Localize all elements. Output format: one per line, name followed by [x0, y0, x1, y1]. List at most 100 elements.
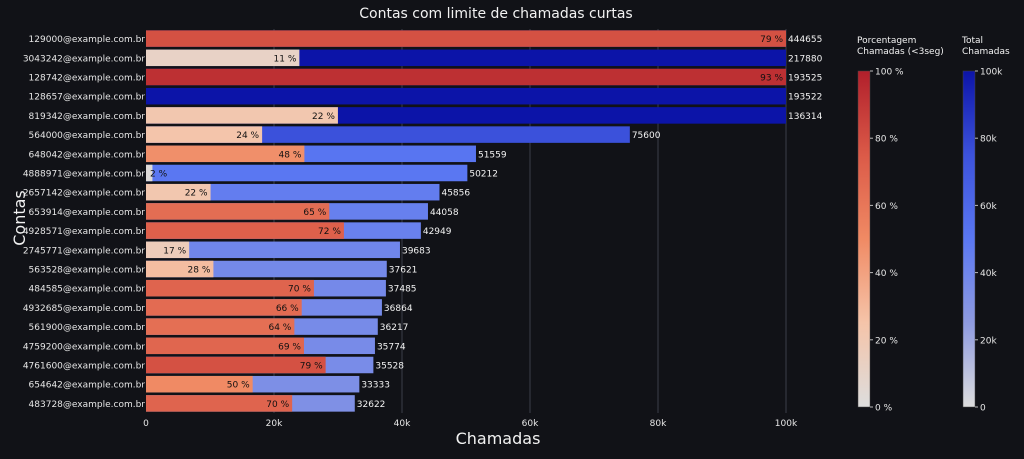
- y-tick-label: 819342@example.com.br: [29, 112, 146, 122]
- bar-percentage-label: 70 %: [266, 400, 289, 410]
- bar-total-label: 37485: [388, 285, 417, 295]
- colorbar-percentage-title-line1: Porcentagem: [857, 36, 916, 46]
- y-tick-label: 3043242@example.com.br: [23, 54, 145, 64]
- bar-short-calls: [146, 279, 314, 297]
- y-tick-label: 2657142@example.com.br: [23, 189, 145, 199]
- y-tick-label: 128657@example.com.br: [29, 93, 146, 103]
- bar-percentage-label: 79 %: [300, 362, 323, 372]
- bar-short-calls: [146, 356, 326, 374]
- percentage-colorbar: Porcentagem Chamadas (<3seg) 100 % 80 % 60…: [857, 36, 944, 414]
- bar-percentage-label: 11 %: [274, 54, 297, 64]
- bar-percentage-label: 22 %: [312, 112, 335, 122]
- bar-percentage-label: 65 %: [303, 208, 326, 218]
- y-tick-labels: 129000@example.com.br 3043242@example.com…: [23, 35, 145, 410]
- bars-layer: 79 % 444655 11 % 217880 93 % 193525 193522 22 %…: [146, 30, 823, 412]
- bar-total-label: 35774: [377, 342, 406, 352]
- colorbar-tick-label: 60 %: [875, 202, 898, 212]
- colorbar-tick-label: 40k: [980, 269, 997, 279]
- bar-percentage-label: 70 %: [288, 285, 311, 295]
- x-tick-label: 100k: [775, 419, 798, 429]
- colorbar-percentage-title-line2: Chamadas (<3seg): [857, 47, 944, 57]
- bar-total: [146, 164, 468, 182]
- y-tick-label: 129000@example.com.br: [29, 35, 146, 45]
- bar-total-label: 39683: [402, 246, 431, 256]
- bar-short-calls: [146, 375, 253, 393]
- bar-total: [146, 126, 630, 143]
- colorbar-tick-label: 60k: [980, 202, 997, 212]
- bar-short-calls: [146, 183, 211, 201]
- bar-total-label: 33333: [361, 381, 390, 391]
- y-tick-label: 654642@example.com.br: [29, 381, 146, 391]
- bar-short-calls: [146, 145, 305, 163]
- colorbar-tick-label: 20 %: [875, 336, 898, 346]
- x-tick-label: 80k: [650, 419, 667, 429]
- y-tick-label: 564000@example.com.br: [29, 131, 146, 141]
- bar-total-label: 32622: [357, 400, 386, 410]
- y-tick-label: 648042@example.com.br: [29, 150, 146, 160]
- bar-total-label: 193525: [788, 74, 822, 84]
- bar-short-calls: [146, 30, 786, 47]
- bar-percentage-label: 72 %: [318, 227, 341, 237]
- y-tick-label: 4932685@example.com.br: [23, 304, 145, 314]
- bar-short-calls: [146, 164, 153, 182]
- bar-total-label: 35528: [375, 362, 404, 372]
- bar-percentage-label: 69 %: [278, 342, 301, 352]
- colorbar-tick-label: 20k: [980, 336, 997, 346]
- colorbar-tick-label: 0 %: [875, 404, 893, 414]
- bar-percentage-label: 64 %: [268, 323, 291, 333]
- colorbar-total-title-line1: Total: [961, 36, 983, 46]
- bar-total-label: 37621: [389, 266, 418, 276]
- bar-percentage-label: 28 %: [188, 266, 211, 276]
- y-tick-label: 653914@example.com.br: [29, 208, 146, 218]
- x-tick-label: 0: [143, 419, 149, 429]
- bar-short-calls: [146, 299, 302, 316]
- y-tick-label: 4759200@example.com.br: [23, 342, 145, 352]
- bar-short-calls: [146, 68, 786, 86]
- bar-short-calls: [146, 126, 263, 143]
- y-tick-label: 561900@example.com.br: [29, 323, 146, 333]
- bar-short-calls: [146, 337, 304, 355]
- chart-title: Contas com limite de chamadas curtas: [359, 6, 632, 22]
- bar-total-label: 45856: [441, 189, 470, 199]
- colorbar-tick-label: 0: [980, 404, 986, 414]
- bar-total-label: 36217: [380, 323, 409, 333]
- bar-short-calls: [146, 222, 344, 239]
- x-axis-title: Chamadas: [456, 429, 541, 448]
- y-tick-label: 4928571@example.com.br: [23, 227, 145, 237]
- y-tick-label: 128742@example.com.br: [29, 74, 146, 84]
- bar-total: [146, 49, 786, 67]
- colorbar-tick-label: 100 %: [875, 68, 904, 78]
- bar-percentage-label: 24 %: [236, 131, 259, 141]
- bar-total: [146, 241, 400, 259]
- bar-total: [146, 87, 786, 105]
- bar-percentage-label: 66 %: [276, 304, 299, 314]
- bar-total-label: 444655: [788, 35, 822, 45]
- bar-short-calls: [146, 241, 190, 259]
- bar-percentage-label: 17 %: [163, 246, 186, 256]
- y-tick-label: 483728@example.com.br: [29, 400, 146, 410]
- bar-percentage-label: 50 %: [227, 381, 250, 391]
- colorbar-tick-label: 80 %: [875, 135, 898, 145]
- x-tick-label: 60k: [522, 419, 539, 429]
- x-tick-label: 20k: [266, 419, 283, 429]
- total-colorbar: Total Chamadas 100k 80k 60k 40k 20k 0: [961, 36, 1010, 414]
- colorbar-tick-label: 100k: [980, 68, 1003, 78]
- y-tick-label: 4888971@example.com.br: [23, 170, 145, 180]
- bar-percentage-label: 22 %: [185, 189, 208, 199]
- bar-short-calls: [146, 395, 293, 412]
- x-tick-labels: 0 20k 40k 60k 80k 100k: [143, 419, 798, 429]
- bar-short-calls: [146, 203, 330, 220]
- colorbar-tick-label: 80k: [980, 135, 997, 145]
- bar-total-label: 51559: [478, 150, 507, 160]
- y-tick-label: 484585@example.com.br: [29, 285, 146, 295]
- bar-short-calls: [146, 318, 295, 335]
- bar-total-label: 217880: [788, 54, 823, 64]
- bar-short-calls: [146, 260, 214, 278]
- colorbar-total-title-line2: Chamadas: [962, 47, 1010, 57]
- x-tick-label: 40k: [394, 419, 411, 429]
- colorbar-gradient: [962, 70, 976, 408]
- bar-total-label: 136314: [788, 112, 823, 122]
- y-tick-label: 2745771@example.com.br: [23, 246, 145, 256]
- y-tick-label: 4761600@example.com.br: [23, 362, 145, 372]
